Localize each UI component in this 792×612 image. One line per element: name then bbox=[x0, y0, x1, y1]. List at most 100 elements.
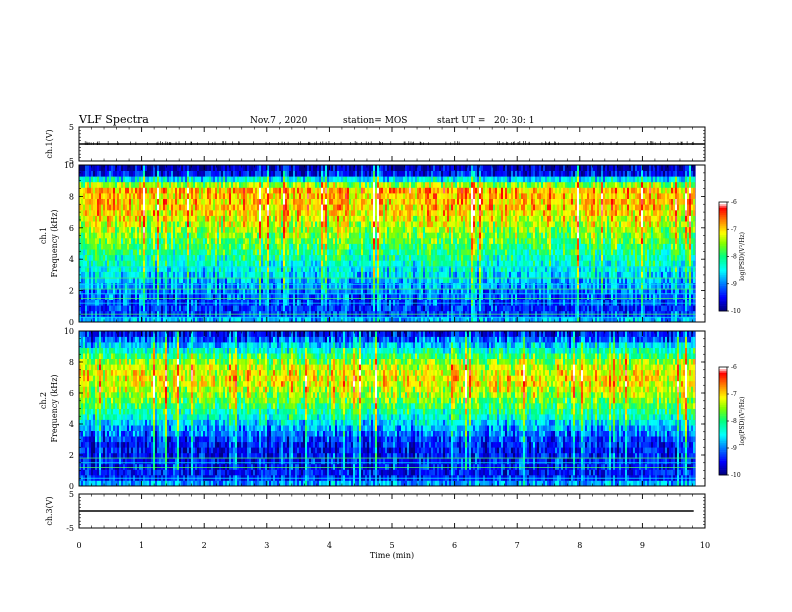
ch1-spectrogram-cell bbox=[431, 187, 434, 194]
ch1-spectrogram-cell bbox=[303, 165, 306, 171]
ch1-spectrogram-cell bbox=[267, 277, 270, 284]
ch1-spectrogram-cell bbox=[221, 170, 224, 177]
ch1-spectrogram-cell bbox=[245, 271, 248, 278]
ch1-spectrogram-cell bbox=[225, 215, 228, 222]
ch1-spectrogram-cell bbox=[149, 170, 152, 177]
ch1-spectrogram-cell bbox=[363, 176, 366, 183]
ch1-spectrogram-cell bbox=[215, 299, 218, 306]
ch1-spectrogram-cell bbox=[195, 170, 198, 177]
ch1-spectrogram-cell bbox=[167, 282, 170, 289]
ch1-spectrogram-cell bbox=[305, 198, 308, 205]
ch1-spectrogram-cell bbox=[257, 237, 260, 244]
ch1-spectrogram-cell bbox=[85, 187, 88, 194]
ch1-spectrogram-cell bbox=[287, 254, 290, 261]
ch1-spectrogram-cell bbox=[105, 198, 108, 205]
ch1-spectrogram-cell bbox=[231, 254, 234, 261]
ch1-spectrogram-cell bbox=[139, 305, 142, 312]
ch1-spectrogram-cell bbox=[89, 237, 92, 244]
ch1-spectrogram-cell bbox=[81, 265, 84, 272]
ch1-spectrogram-cell bbox=[431, 265, 434, 272]
ch1-spectrogram-cell bbox=[233, 237, 236, 244]
ch1-spectrogram-cell bbox=[167, 254, 170, 261]
ch1-spectrogram-cell bbox=[109, 254, 112, 261]
ch1-spectrogram-cell bbox=[271, 204, 274, 211]
ch1-spectrogram-cell bbox=[175, 237, 178, 244]
ch1-spectrogram-cell bbox=[127, 271, 130, 278]
ch1-spectrogram-cell bbox=[265, 260, 268, 267]
ch1-spectrogram-cell bbox=[365, 209, 368, 216]
ch1-spectrogram-cell bbox=[159, 305, 162, 312]
ch1-spectrogram-cell bbox=[299, 294, 302, 300]
ch1-spectrogram-cell bbox=[81, 187, 84, 194]
ch1-spectrogram-cell bbox=[313, 165, 316, 171]
ch1-spectrogram-cell bbox=[335, 277, 338, 284]
ch1-spectrogram-cell bbox=[309, 299, 312, 306]
ch1-spectrogram-cell bbox=[317, 232, 320, 239]
ch1-spectrogram-cell bbox=[205, 299, 208, 306]
ch1-spectrogram-cell bbox=[163, 176, 166, 183]
ch1-spectrogram-cell bbox=[111, 288, 114, 295]
ch1-spectrogram-cell bbox=[243, 316, 246, 322]
ch1-spectrogram-cell bbox=[173, 198, 176, 205]
ch1-spectrogram-cell bbox=[95, 271, 98, 278]
ch1-spectrogram-cell bbox=[243, 271, 246, 278]
ch1-spectrogram-cell bbox=[175, 254, 178, 261]
ch1-spectrogram-cell bbox=[367, 305, 370, 312]
ch1-spectrogram-cell bbox=[269, 260, 272, 267]
ch1-spectrogram-cell bbox=[171, 254, 174, 261]
ch1-spectrogram-cell bbox=[261, 299, 264, 306]
ch1-spectrogram-cell bbox=[185, 204, 188, 211]
ch1-spectrogram-cell bbox=[207, 193, 210, 199]
ch1-spectrogram-cell bbox=[199, 193, 202, 199]
ch1-spectrogram-cell bbox=[281, 265, 284, 272]
ch1-spectrogram-cell bbox=[407, 254, 410, 261]
ch1-spectrogram-cell bbox=[309, 181, 312, 188]
ch1-spectrogram-cell bbox=[111, 271, 114, 278]
ch1-spectrogram-cell bbox=[105, 170, 108, 177]
ch1-spectrogram-cell bbox=[129, 277, 132, 284]
ch1-spectrogram-cell bbox=[91, 237, 94, 244]
ch1-spectrogram-cell bbox=[281, 316, 284, 322]
ch1-spectrogram-cell bbox=[311, 165, 314, 171]
ch1-spectrogram-cell bbox=[189, 271, 192, 278]
ch1-spectrogram-cell bbox=[91, 232, 94, 239]
ch1-spectrogram-cell bbox=[227, 316, 230, 322]
ch1-spectrogram-cell bbox=[255, 282, 258, 289]
ch1-spectrogram-cell bbox=[245, 209, 248, 216]
ch1-spectrogram-cell bbox=[195, 288, 198, 295]
ch1-spectrogram-cell bbox=[119, 232, 122, 239]
ch1-spectrogram-cell bbox=[335, 265, 338, 272]
ch1-spectrogram-cell bbox=[283, 305, 286, 312]
ch1-spectrogram-cell bbox=[305, 193, 308, 199]
ch1-spectrogram-cell bbox=[315, 271, 318, 278]
ch1-spectrogram-cell bbox=[141, 204, 144, 211]
ch1-spectrogram-cell bbox=[399, 288, 402, 295]
ch1-spectrogram-cell bbox=[255, 193, 258, 199]
ch1-spectrogram-cell bbox=[189, 260, 192, 267]
ch1-spectrogram-cell bbox=[165, 305, 168, 312]
ch1-spectrogram-cell bbox=[123, 165, 126, 171]
ch1-spectrogram-cell bbox=[169, 277, 172, 284]
ch1-spectrogram-cell bbox=[215, 249, 218, 256]
ch1-spectrogram-cell bbox=[297, 187, 300, 194]
ch1-spectrogram-cell bbox=[305, 187, 308, 194]
ch1-spectrogram-cell bbox=[257, 204, 260, 211]
ch1-spectrogram-cell bbox=[313, 294, 316, 300]
ch1-spectrogram-cell bbox=[221, 187, 224, 194]
ch1-spectrogram-cell bbox=[291, 193, 294, 199]
ch1-spectrogram-cell bbox=[425, 282, 428, 289]
ch1-spectrogram-cell bbox=[103, 237, 106, 244]
ch1-spectrogram-cell bbox=[297, 215, 300, 222]
ch1-spectrogram-cell bbox=[399, 299, 402, 306]
ch1-spectrogram-cell bbox=[95, 305, 98, 312]
ch1-spectrogram-cell bbox=[141, 232, 144, 239]
ch1-spectrogram-cell bbox=[95, 165, 98, 171]
ch1-spectrogram-cell bbox=[371, 237, 374, 244]
ch1-spectrogram-cell bbox=[181, 260, 184, 267]
ch1-spectrogram-cell bbox=[165, 260, 168, 267]
ch1-spectrogram-cell bbox=[399, 204, 402, 211]
ch1-spectrogram-cell bbox=[313, 277, 316, 284]
ch1-spectrogram-cell bbox=[369, 282, 372, 289]
ch1-spectrogram-cell bbox=[129, 294, 132, 300]
ch1-spectrogram-cell bbox=[183, 198, 186, 205]
